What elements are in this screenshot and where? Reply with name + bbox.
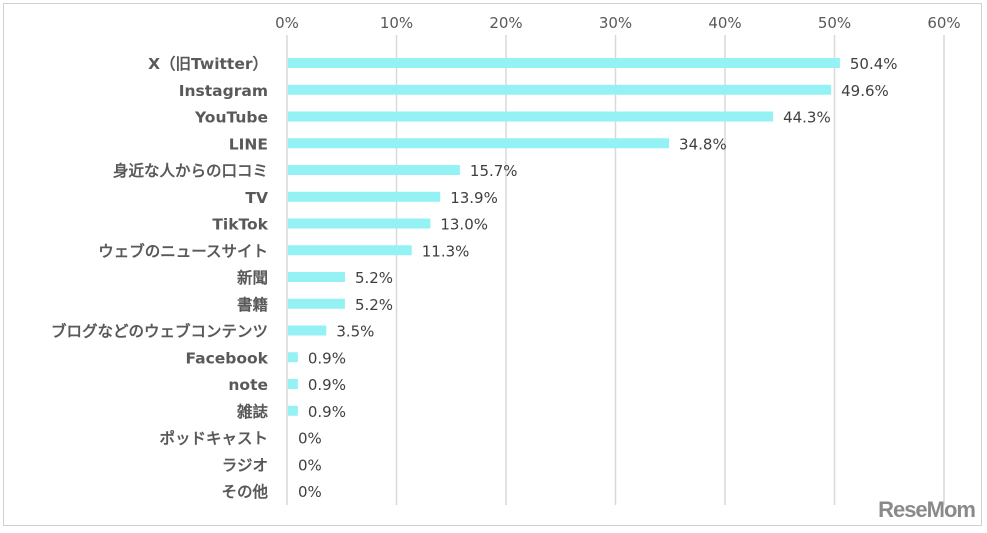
- bar: [288, 405, 298, 416]
- category-label: 身近な人からの口コミ: [113, 161, 268, 180]
- bar: [288, 218, 431, 229]
- bar: [288, 165, 460, 175]
- resemom-logo: ReseMom: [878, 497, 976, 522]
- x-tick-label: 50%: [818, 14, 851, 32]
- category-label: ウェブのニュースサイト: [98, 241, 268, 260]
- data-label: 13.9%: [450, 189, 498, 207]
- data-label: 0%: [298, 456, 322, 474]
- category-label: LINE: [229, 135, 268, 153]
- bar: [288, 352, 298, 363]
- data-label: 15.7%: [470, 162, 518, 180]
- data-label: 44.3%: [783, 109, 831, 127]
- x-tick-label: 20%: [489, 14, 522, 32]
- data-label: 0%: [298, 483, 322, 501]
- data-label: 5.2%: [355, 296, 393, 314]
- category-label: ラジオ: [222, 456, 268, 474]
- category-label: Facebook: [185, 349, 268, 367]
- data-label: 49.6%: [841, 82, 889, 100]
- data-label: 13.0%: [440, 216, 488, 234]
- category-label: 書籍: [237, 295, 268, 314]
- category-label: ブログなどのウェブコンテンツ: [51, 322, 268, 341]
- x-tick-label: 60%: [927, 14, 960, 32]
- data-label: 3.5%: [336, 323, 374, 341]
- bar: [288, 191, 441, 202]
- x-tick-label: 30%: [599, 14, 632, 32]
- category-label: Instagram: [179, 82, 268, 100]
- data-label: 0.9%: [308, 403, 346, 421]
- x-tick-label: 0%: [275, 14, 299, 32]
- category-label: YouTube: [194, 109, 268, 127]
- data-label: 34.8%: [679, 135, 727, 153]
- data-label: 50.4%: [850, 55, 898, 73]
- data-label: 11.3%: [422, 242, 470, 260]
- bar: [288, 84, 832, 95]
- category-label: X（旧Twitter）: [148, 55, 268, 73]
- category-label: note: [228, 376, 268, 394]
- chart-frame: [3, 3, 982, 526]
- data-label: 0.9%: [308, 376, 346, 394]
- bar: [288, 379, 298, 389]
- bar: [288, 138, 670, 149]
- category-label: TV: [245, 189, 268, 207]
- category-label: ポッドキャスト: [159, 429, 268, 448]
- category-label: TikTok: [212, 216, 268, 234]
- bar: [288, 272, 345, 282]
- data-label: 5.2%: [355, 269, 393, 287]
- data-label: 0%: [298, 430, 322, 448]
- bar: [288, 245, 412, 256]
- x-tick-label: 10%: [380, 14, 413, 32]
- bar: [288, 111, 774, 122]
- bar: [288, 58, 840, 68]
- bar: [288, 325, 327, 336]
- x-tick-label: 40%: [708, 14, 741, 32]
- category-label: その他: [221, 482, 268, 501]
- bar: [288, 298, 345, 309]
- category-label: 雑誌: [236, 402, 269, 421]
- data-label: 0.9%: [308, 349, 346, 367]
- category-label: 新聞: [237, 268, 268, 287]
